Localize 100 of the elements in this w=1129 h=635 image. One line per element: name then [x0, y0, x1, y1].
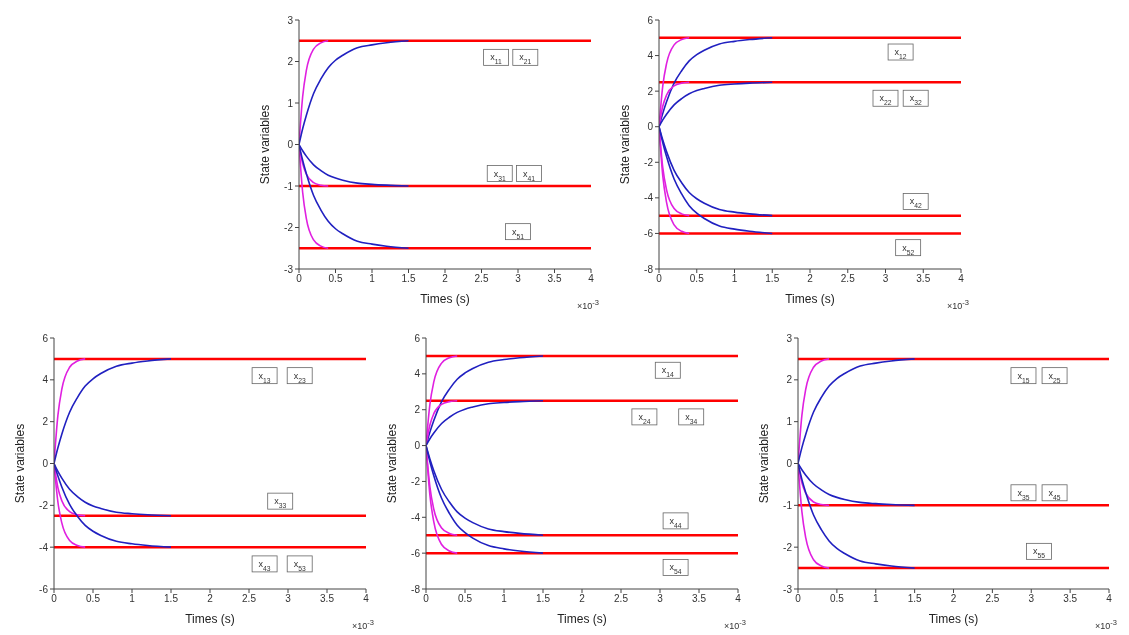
annotation: x$_{14}$	[661, 365, 675, 378]
x-tick-label: 1.5	[164, 593, 179, 605]
y-tick-label: 6	[647, 14, 654, 26]
x-tick-label: 2.5	[242, 593, 257, 605]
y-tick-label: -3	[284, 263, 294, 275]
y-tick-label: -4	[39, 541, 49, 553]
annotation: x$_{52}$	[902, 242, 915, 256]
annotation: x$_{25}$	[1048, 370, 1061, 384]
y-tick-label: 1	[287, 97, 294, 109]
y-tick-label: -6	[411, 547, 421, 559]
y-tick-label: -4	[644, 192, 654, 204]
y-axis-title: State variables	[618, 104, 633, 185]
annotation: x$_{35}$	[1017, 487, 1030, 501]
x-tick-label: 0.5	[86, 593, 101, 605]
x-tick-label: 3	[657, 593, 664, 605]
x-tick-label: 0	[51, 593, 58, 605]
x-tick-label: 3.5	[1063, 593, 1078, 605]
x-tick-label: 2	[207, 593, 214, 605]
x-tick-label: 3	[1028, 593, 1035, 605]
x-tick-label: 3.5	[916, 273, 931, 285]
annotation: x$_{22}$	[879, 93, 892, 106]
x-tick-label: 2	[579, 593, 586, 605]
x-tick-label: 0	[423, 593, 430, 605]
x-tick-label: 2.5	[474, 273, 489, 285]
y-tick-label: 2	[647, 85, 654, 97]
x-tick-label: 2.5	[614, 593, 629, 605]
x-tick-label: 4	[1106, 593, 1113, 605]
y-tick-label: -2	[284, 222, 294, 234]
y-tick-label: -8	[644, 263, 654, 275]
text: ×10$^{-3}$	[1095, 618, 1117, 631]
y-tick-label: -4	[411, 511, 421, 523]
y-tick-label: 2	[287, 56, 294, 68]
y-tick-label: 0	[414, 440, 421, 452]
annotation: x$_{53}$	[293, 558, 306, 572]
y-tick-label: 4	[414, 368, 421, 380]
x-tick-label: 1	[872, 593, 879, 605]
x-tick-label: 1	[501, 593, 508, 605]
x-tick-label: 2.5	[840, 273, 856, 285]
annotation: x$_{31}$	[493, 168, 506, 182]
x-tick-label: 1.5	[907, 593, 923, 605]
x-tick-label: 4	[588, 273, 595, 285]
annotation: x$_{42}$	[909, 196, 922, 209]
x-tick-label: 3.5	[692, 593, 707, 605]
y-tick-label: 0	[287, 139, 294, 151]
x-tick-label: 1	[731, 273, 738, 285]
x-tick-label: 3.5	[320, 593, 335, 605]
x-axis-title: Times (s)	[420, 292, 470, 306]
annotation: x$_{51}$	[511, 226, 525, 240]
y-tick-label: -6	[39, 583, 49, 595]
y-axis-title: State variables	[258, 104, 273, 185]
x-axis-title: Times (s)	[557, 612, 607, 626]
x-tick-label: 2	[807, 273, 814, 285]
y-tick-label: 3	[786, 332, 793, 344]
x-axis-title: Times (s)	[185, 612, 235, 626]
annotation: x$_{45}$	[1048, 487, 1061, 501]
x-tick-label: 0.5	[458, 593, 473, 605]
annotation: x$_{12}$	[894, 47, 907, 60]
x-tick-label: 1.5	[401, 273, 416, 285]
y-tick-label: 2	[42, 416, 49, 428]
annotation: x$_{55}$	[1033, 546, 1046, 559]
x-tick-label: 2	[442, 273, 449, 285]
text: ×10$^{-3}$	[947, 298, 969, 311]
annotation: x$_{43}$	[258, 558, 271, 572]
annotation: x$_{23}$	[293, 370, 306, 384]
x-tick-label: 0	[656, 273, 663, 285]
x-tick-label: 0.5	[829, 593, 845, 605]
x-tick-label: 3.5	[547, 273, 562, 285]
annotation: x$_{32}$	[909, 93, 922, 106]
text: ×10$^{-3}$	[352, 618, 374, 631]
y-tick-label: 3	[287, 14, 294, 26]
y-tick-label: -1	[783, 499, 793, 511]
y-tick-label: -3	[783, 583, 793, 595]
annotation: x$_{13}$	[258, 370, 271, 384]
x-tick-label: 3	[882, 273, 889, 285]
y-tick-label: 2	[414, 404, 421, 416]
annotation: x$_{33}$	[274, 496, 287, 509]
text: ×10$^{-3}$	[724, 618, 746, 631]
annotation: x$_{44}$	[669, 515, 682, 529]
y-tick-label: 0	[42, 458, 49, 470]
y-tick-label: -2	[783, 541, 793, 553]
x-tick-label: 1.5	[765, 273, 780, 285]
annotation: x$_{21}$	[519, 52, 532, 65]
y-tick-label: 2	[786, 374, 793, 386]
x-tick-label: 2	[950, 593, 957, 605]
x-tick-label: 1	[369, 273, 376, 285]
x-tick-label: 4	[735, 593, 742, 605]
x-tick-label: 0	[795, 593, 802, 605]
y-tick-label: -6	[644, 227, 654, 239]
y-axis-title: State variables	[13, 423, 28, 504]
annotation: x$_{11}$	[490, 52, 503, 65]
y-tick-label: -2	[411, 475, 421, 487]
y-axis-title: State variables	[757, 423, 772, 504]
x-tick-label: 4	[958, 273, 965, 285]
x-axis-title: Times (s)	[928, 612, 979, 626]
y-tick-label: 6	[42, 332, 49, 344]
y-tick-label: 0	[647, 121, 654, 133]
text: ×10$^{-3}$	[577, 298, 599, 311]
x-tick-label: 1.5	[536, 593, 551, 605]
x-tick-label: 1	[129, 593, 136, 605]
x-tick-label: 0	[296, 273, 303, 285]
